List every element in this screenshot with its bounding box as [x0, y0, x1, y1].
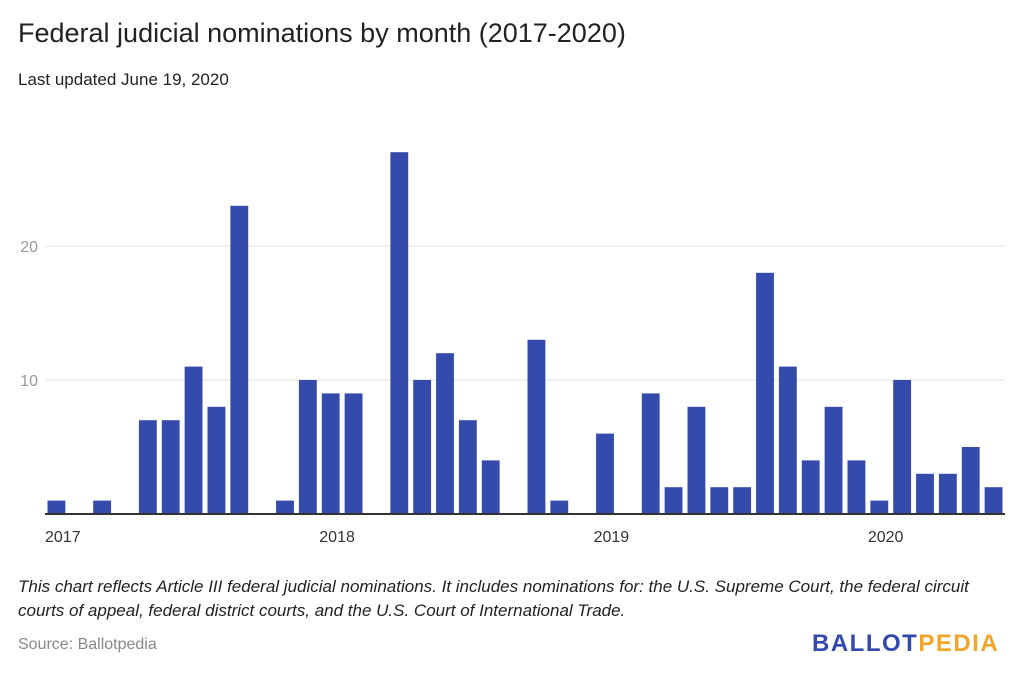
bar: [436, 353, 454, 514]
bar: [413, 380, 432, 514]
bar: [481, 460, 500, 514]
bar: [756, 272, 774, 514]
bar: [938, 473, 957, 514]
bar: [344, 393, 363, 514]
bar: [870, 500, 889, 514]
bar-chart: 10 20 2017 2018 2019 2020: [20, 152, 1005, 546]
bar: [596, 433, 614, 514]
x-tick-label: 2018: [319, 529, 355, 546]
bar: [801, 460, 820, 514]
bar: [527, 339, 546, 514]
y-tick-label: 10: [20, 373, 38, 390]
bar: [230, 205, 249, 515]
x-tick-label: 2017: [45, 529, 81, 546]
chart-subtitle: Last updated June 19, 2020: [18, 70, 229, 89]
bar: [93, 500, 112, 514]
bar: [550, 500, 569, 514]
y-tick-label: 20: [20, 239, 38, 256]
bar: [458, 420, 477, 514]
bar: [824, 406, 843, 514]
x-tick-label: 2020: [868, 529, 904, 546]
bar: [161, 420, 180, 514]
chart-note: This chart reflects Article III federal …: [18, 577, 969, 620]
bar: [984, 487, 1003, 514]
ballotpedia-logo: BALLOTPEDIA: [812, 630, 1000, 657]
bar: [664, 487, 683, 514]
bar: [321, 393, 340, 514]
bar: [641, 393, 660, 514]
source-text: Source: Ballotpedia: [18, 636, 157, 653]
bar: [276, 500, 294, 514]
bar: [184, 366, 203, 514]
bar: [893, 380, 912, 514]
bar: [207, 406, 226, 514]
bar: [733, 487, 752, 514]
bar: [138, 420, 157, 514]
bar: [687, 406, 706, 514]
chart-title: Federal judicial nominations by month (2…: [18, 18, 626, 48]
bar: [847, 460, 866, 514]
bar: [298, 380, 317, 514]
x-tick-label: 2019: [594, 529, 630, 546]
bar: [778, 366, 797, 514]
bar: [390, 152, 409, 514]
bar: [961, 447, 980, 514]
bar: [47, 500, 66, 514]
bar: [710, 487, 729, 514]
bar: [916, 473, 934, 514]
